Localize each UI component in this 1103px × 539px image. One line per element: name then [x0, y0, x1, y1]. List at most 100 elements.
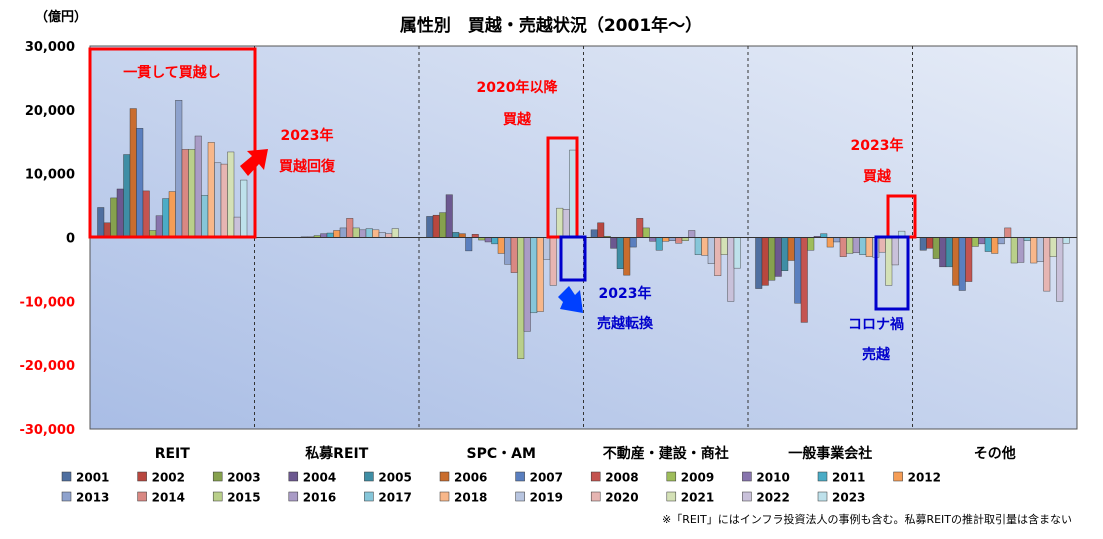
legend-swatch	[742, 491, 752, 502]
bar-2010	[649, 237, 657, 242]
bar-2013	[175, 100, 183, 238]
legend-swatch	[515, 491, 525, 502]
legend-label: 2022	[756, 491, 789, 505]
bar-2011	[491, 237, 499, 245]
reit-highlight-box	[88, 47, 257, 239]
legend-swatch	[439, 491, 450, 502]
bar-2019	[214, 162, 222, 238]
category-label: 不動産・建設・商社	[603, 445, 729, 462]
bar-2019	[1036, 237, 1044, 262]
bar-2015	[188, 149, 196, 238]
bar-2014	[839, 237, 847, 257]
bar-2017	[694, 237, 702, 255]
legend-swatch	[515, 471, 525, 482]
legend-swatch	[212, 491, 223, 502]
bar-2005	[452, 232, 460, 238]
bar-2021	[391, 228, 399, 238]
y-tick-label: -30,000	[19, 423, 75, 438]
bar-2001	[426, 216, 434, 238]
bar-2016	[688, 230, 696, 238]
bar-2013	[504, 237, 512, 265]
bar-2005	[781, 237, 789, 271]
bar-2002	[926, 237, 934, 249]
x-axis-categories: REIT 私募REIT SPC・AM 不動産・建設・商社 一般事業会社 その他	[155, 445, 1016, 462]
bar-2010	[320, 233, 328, 238]
bar-2007	[465, 237, 473, 252]
y-unit-label: （億円）	[35, 9, 87, 25]
bar-2004	[939, 237, 947, 268]
spc-2023-label-2: 売越転換	[597, 315, 654, 332]
bar-2002	[761, 237, 769, 286]
bar-2018	[207, 142, 215, 238]
bar-2009	[642, 227, 650, 238]
corp-2023-label-2: 買越	[863, 168, 892, 185]
bar-2001	[590, 229, 598, 238]
legend-swatch	[817, 491, 828, 502]
bar-2012	[991, 237, 999, 254]
bar-2019	[543, 237, 551, 260]
bar-2006	[952, 237, 960, 286]
bar-2020	[878, 237, 886, 253]
legend-label: 2012	[908, 471, 941, 485]
y-tick-label: -10,000	[19, 295, 75, 310]
bar-2003	[110, 197, 118, 238]
bar-2014	[181, 149, 189, 238]
y-tick-label: 10,000	[25, 168, 75, 183]
bar-2004	[116, 188, 124, 238]
footnote: ※「REIT」にはインフラ投資法人の事例も含む。私募REITの推計取引量は含まな…	[662, 512, 1072, 526]
bar-2014	[510, 237, 518, 273]
legend-label: 2020	[605, 491, 638, 505]
bar-2015	[517, 237, 525, 359]
legend-label: 2014	[152, 491, 185, 505]
spc-2023-label-1: 2023年	[599, 285, 652, 302]
bar-2004	[774, 237, 782, 277]
y-tick-label: 0	[66, 232, 75, 247]
bar-2016	[1017, 237, 1025, 263]
bar-2003	[768, 237, 776, 281]
bar-2010	[155, 215, 163, 238]
bar-2001	[97, 207, 105, 238]
legend-label: 2003	[227, 471, 260, 485]
bar-2022	[891, 237, 899, 266]
spc-2023-highlight-box	[559, 235, 587, 282]
spc-2020-label-2: 買越	[503, 111, 532, 128]
legend-label: 2005	[378, 471, 411, 485]
bar-2016	[194, 135, 202, 238]
bar-2001	[919, 237, 927, 251]
legend-label: 2010	[756, 471, 789, 485]
chart-title: 属性別 買越・売越状況（2001年～）	[400, 15, 702, 36]
bar-2001	[755, 237, 763, 289]
bar-2016	[523, 237, 531, 332]
bar-2020	[714, 237, 722, 276]
spc-2020-label-1: 2020年以降	[477, 79, 559, 96]
legend-swatch	[212, 471, 223, 482]
bar-2011	[655, 237, 663, 251]
bar-2012	[662, 237, 670, 242]
bar-2020	[385, 233, 393, 238]
legend-swatch	[364, 471, 374, 482]
bar-2009	[971, 237, 979, 247]
legend-swatch	[817, 471, 828, 482]
legend-swatch	[364, 491, 374, 502]
legend-swatch	[893, 471, 903, 482]
bar-2021	[1049, 237, 1057, 257]
legend-label: 2017	[378, 491, 411, 505]
bar-2012	[168, 191, 176, 238]
bar-2011	[820, 233, 828, 238]
reit-box-label: 一貫して買越し	[123, 64, 221, 81]
bar-2006	[787, 237, 795, 261]
bar-2006	[458, 233, 466, 238]
bar-2013	[833, 237, 841, 243]
legend-label: 2009	[681, 471, 714, 485]
divider-lines	[254, 46, 913, 429]
legend-label: 2011	[832, 471, 865, 485]
bar-2014	[346, 218, 354, 238]
bar-2019	[707, 237, 715, 264]
reit-up-arrow-icon	[240, 149, 268, 176]
bar-2002	[597, 222, 605, 238]
y-tick-label: 30,000	[25, 40, 75, 55]
legend-swatch	[666, 471, 677, 482]
bar-2018	[865, 237, 873, 257]
legend-label: 2004	[303, 471, 336, 485]
